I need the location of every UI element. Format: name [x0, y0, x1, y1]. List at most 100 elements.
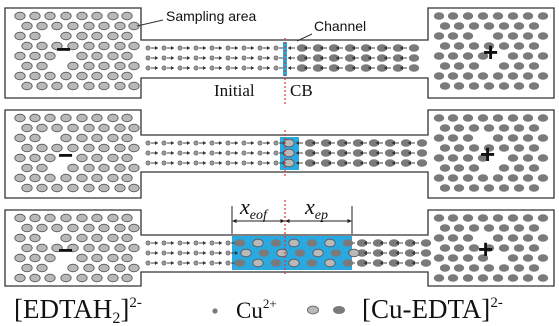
cu-particle [114, 183, 126, 193]
complex-particle [453, 82, 465, 90]
cu-particle [91, 213, 103, 223]
cu-particle [114, 81, 126, 91]
cu-particle [91, 51, 103, 61]
channel-particles-2 [145, 138, 428, 168]
cu-particle [283, 158, 295, 168]
arrow-head [187, 66, 190, 70]
cu-particle [67, 61, 79, 71]
complex-particle [342, 239, 354, 247]
arrow-head [336, 46, 339, 50]
channel-pointer [296, 33, 313, 42]
arrow-head [396, 261, 399, 265]
arrow-head [155, 151, 158, 155]
cu-particle [114, 243, 126, 253]
cu-particle [114, 143, 126, 153]
edta-particle [257, 160, 263, 166]
cu-particle [128, 61, 140, 71]
complex-particle [492, 234, 504, 242]
complex-particle [433, 52, 445, 60]
complex-particle [498, 264, 510, 272]
cu-particle [51, 81, 63, 91]
cu-particle [51, 243, 63, 253]
legend-cuedta-label: [Cu-EDTA]2- [362, 294, 503, 324]
complex-particle [439, 124, 451, 132]
cu-particle [36, 263, 48, 273]
cu-particle [67, 81, 79, 91]
complex-particle [453, 22, 465, 30]
complex-particle [462, 174, 474, 182]
plus-sign-2: + [480, 139, 495, 169]
complex-particle [468, 42, 480, 50]
complex-particle [294, 249, 306, 257]
cu-particle [29, 253, 41, 263]
cu-particle [107, 71, 119, 81]
complex-particle [439, 22, 451, 30]
edta-particle [241, 55, 247, 61]
cu-particle [21, 123, 33, 133]
complex-particle [522, 254, 534, 262]
xep-label: xep [304, 194, 328, 223]
complex-particle [537, 234, 549, 242]
cu-particle [67, 21, 79, 31]
complex-particle [360, 64, 372, 72]
channel-label: Channel [314, 18, 366, 34]
complex-particle [477, 274, 489, 282]
arrow-head [235, 251, 238, 255]
cu-particle [36, 143, 48, 153]
arrow-head [288, 56, 291, 60]
cu-particle [114, 21, 126, 31]
cu-particle [14, 71, 26, 81]
cu-particle [128, 223, 140, 233]
arrow-head [155, 241, 158, 245]
complex-particle [483, 22, 495, 30]
edta-particle [161, 260, 167, 266]
complex-particle [498, 124, 510, 132]
complex-particle [522, 12, 534, 20]
edta-particle [273, 65, 279, 71]
edta-particle [209, 65, 215, 71]
arrow-head [376, 151, 379, 155]
cu-particle [76, 133, 88, 143]
cu-particle [114, 41, 126, 51]
complex-particle [400, 159, 412, 167]
complex-particle [528, 42, 540, 50]
cu-particle [128, 143, 140, 153]
plus-sign-3: + [478, 234, 493, 264]
complex-particle [304, 149, 316, 157]
arrow-head [187, 261, 190, 265]
right-reservoir-3 [433, 214, 549, 282]
complex-particle [513, 82, 525, 90]
complex-particle [498, 184, 510, 192]
channel-particles-1 [145, 44, 420, 72]
cu-particle [51, 143, 63, 153]
cu-particle [128, 263, 140, 273]
edta-particle [193, 65, 199, 71]
complex-particle [513, 144, 525, 152]
edta-particle [145, 55, 151, 61]
panel-stacking: − + [4, 109, 555, 199]
cu-particle [114, 223, 126, 233]
cu-particle [21, 183, 33, 193]
complex-particle [492, 72, 504, 80]
arrow-head [267, 66, 270, 70]
complex-particle [468, 264, 480, 272]
cu-particle [21, 263, 33, 273]
edta-particle [225, 260, 231, 266]
channel-outline-3 [4, 209, 555, 287]
complex-particle [498, 164, 510, 172]
arrow-head [267, 141, 270, 145]
legend-edtah2-marker [212, 308, 218, 314]
edta-particle [177, 160, 183, 166]
cu-particle [21, 81, 33, 91]
arrow-head [155, 261, 158, 265]
complex-particle [453, 224, 465, 232]
complex-particle [462, 234, 474, 242]
cu-particle [14, 173, 26, 183]
cu-particle [36, 21, 48, 31]
arrow-head [251, 56, 254, 60]
cu-particle [36, 243, 48, 253]
edta-particle [257, 150, 263, 156]
cu-particle [36, 41, 48, 51]
complex-particle [453, 164, 465, 172]
edta-particle [225, 250, 231, 256]
